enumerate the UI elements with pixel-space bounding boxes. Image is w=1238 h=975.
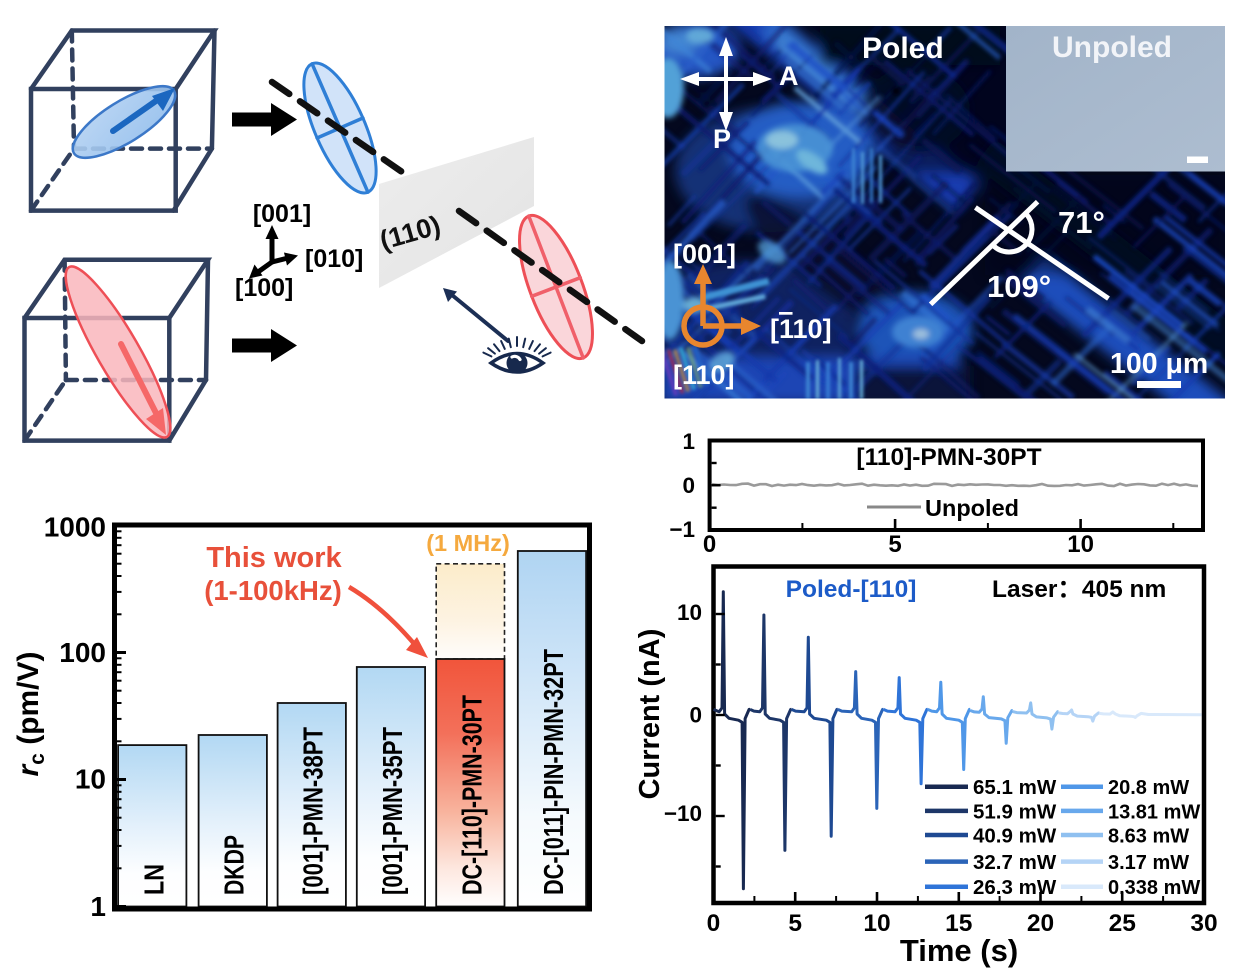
svg-text:Unpoled: Unpoled (1052, 31, 1172, 64)
svg-text:Laser：405 nm: Laser：405 nm (992, 576, 1166, 603)
svg-text:10: 10 (75, 764, 106, 795)
svg-text:0: 0 (682, 473, 695, 498)
svg-text:Time (s): Time (s) (900, 933, 1018, 968)
svg-text:(1 MHz): (1 MHz) (426, 530, 510, 556)
svg-text:1000: 1000 (44, 512, 106, 543)
svg-text:−1: −1 (669, 517, 695, 542)
svg-text:3.17 mW: 3.17 mW (1108, 852, 1189, 874)
svg-text:P: P (713, 124, 731, 154)
svg-text:[110]: [110] (770, 314, 832, 344)
svg-text:15: 15 (945, 910, 972, 937)
svg-text:[010]: [010] (305, 245, 363, 273)
svg-text:DC-[110]-PMN-30PT: DC-[110]-PMN-30PT (456, 695, 487, 895)
svg-text:This work: This work (206, 542, 342, 574)
svg-text:30: 30 (1190, 910, 1217, 937)
svg-text:(1-100kHz): (1-100kHz) (204, 575, 342, 606)
svg-text:A: A (779, 61, 799, 91)
svg-text:32.7 mW: 32.7 mW (973, 851, 1057, 874)
svg-text:8.63 mW: 8.63 mW (1108, 826, 1189, 848)
svg-text:10: 10 (677, 600, 702, 625)
svg-text:1: 1 (90, 891, 106, 922)
svg-text:Unpoled: Unpoled (925, 495, 1019, 521)
svg-text:109°: 109° (987, 269, 1051, 304)
svg-text:[001]: [001] (253, 200, 311, 228)
svg-text:−10: −10 (664, 801, 702, 826)
svg-text:10: 10 (1067, 531, 1094, 558)
svg-text:20: 20 (1027, 910, 1054, 937)
svg-text:[110]: [110] (673, 360, 735, 390)
svg-text:13.81 mW: 13.81 mW (1108, 801, 1200, 823)
svg-text:[110]-PMN-30PT: [110]-PMN-30PT (856, 444, 1041, 471)
svg-text:10: 10 (863, 910, 890, 937)
svg-text:71°: 71° (1058, 205, 1105, 240)
svg-text:0: 0 (703, 531, 716, 558)
svg-text:[001]: [001] (673, 239, 736, 269)
svg-text:DKDP: DKDP (219, 835, 250, 895)
svg-text:100 μm: 100 μm (1110, 348, 1208, 380)
svg-text:5: 5 (788, 910, 802, 937)
svg-text:Poled: Poled (862, 32, 944, 65)
svg-text:20.8 mW: 20.8 mW (1108, 777, 1189, 799)
svg-text:0: 0 (689, 703, 702, 728)
svg-text:25: 25 (1109, 910, 1136, 937)
svg-text:[001]-PMN-38PT: [001]-PMN-38PT (298, 727, 329, 895)
svg-text:DC-[011]-PIN-PMN-32PT: DC-[011]-PIN-PMN-32PT (538, 649, 569, 895)
svg-text:rc (pm/V): rc (pm/V) (12, 651, 49, 776)
svg-text:65.1 mW: 65.1 mW (973, 776, 1057, 799)
svg-text:Current (nA): Current (nA) (634, 629, 666, 800)
svg-text:[001]-PMN-35PT: [001]-PMN-35PT (377, 727, 408, 895)
svg-text:Poled-[110]: Poled-[110] (786, 576, 917, 603)
svg-text:100: 100 (59, 637, 106, 668)
svg-text:1: 1 (682, 429, 695, 454)
svg-text:[100]: [100] (235, 274, 293, 302)
svg-text:LN: LN (138, 864, 169, 895)
svg-text:5: 5 (888, 531, 901, 558)
svg-text:0: 0 (707, 910, 721, 937)
svg-text:26.3 mW: 26.3 mW (973, 876, 1057, 899)
svg-text:51.9 mW: 51.9 mW (973, 800, 1057, 823)
svg-text:0.338 mW: 0.338 mW (1108, 877, 1200, 899)
svg-text:40.9 mW: 40.9 mW (973, 825, 1057, 848)
